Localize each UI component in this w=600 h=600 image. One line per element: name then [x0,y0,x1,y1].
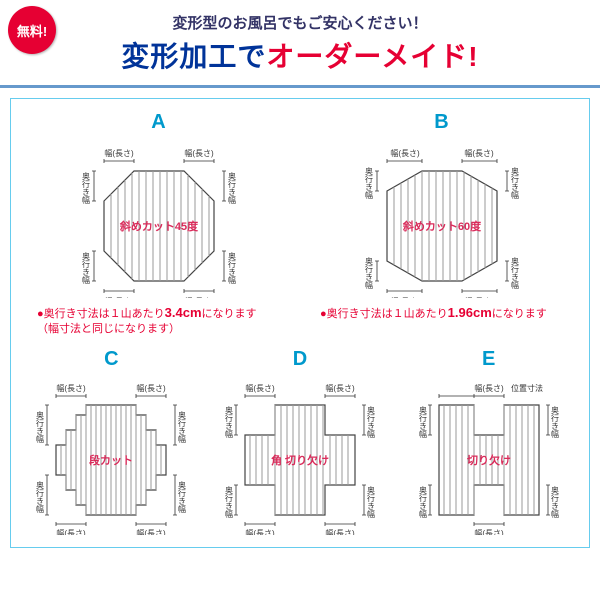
svg-text:奥行き幅: 奥行き幅 [510,256,519,290]
svg-text:位置寸法: 位置寸法 [511,383,543,393]
label-E: 切り欠け [467,453,511,467]
svg-text:奥行き幅: 奥行き幅 [510,166,519,200]
note-right: ●奥行き寸法は１山あたり1.96cmになります [300,304,583,338]
svg-text:奥行き幅: 奥行き幅 [364,256,373,290]
free-badge: 無料! [8,6,56,54]
cell-E: E 切り欠け [394,348,583,535]
note-left: ●奥行き寸法は１山あたり3.4cmになります （幅寸法と同じになります） [17,304,300,338]
title-part-2: オーダーメイド! [266,41,478,72]
svg-text:幅(長さ): 幅(長さ) [137,383,167,393]
label-D: 角 切り欠け [271,453,329,467]
note-row: ●奥行き寸法は１山あたり3.4cmになります （幅寸法と同じになります） ●奥行… [17,304,583,338]
svg-text:幅(長さ): 幅(長さ) [325,383,355,393]
label-A: 斜めカット45度 [118,219,198,233]
svg-text:幅(長さ): 幅(長さ) [390,296,420,298]
diagram-E: 切り欠け 幅(長さ) 位置寸法 幅(長さ) 奥行き幅 奥行き幅 [399,375,579,535]
content-frame: A 斜めカット45度 [10,98,590,548]
svg-text:奥行き幅: 奥行き幅 [550,405,559,439]
svg-text:幅(長さ): 幅(長さ) [184,148,214,158]
letter-B: B [300,111,583,134]
svg-text:幅(長さ): 幅(長さ) [474,383,504,393]
svg-text:幅(長さ): 幅(長さ) [57,383,87,393]
svg-text:幅(長さ): 幅(長さ) [390,148,420,158]
svg-text:幅(長さ): 幅(長さ) [245,528,275,535]
letter-C: C [17,348,206,371]
svg-text:奥行き幅: 奥行き幅 [418,485,427,519]
svg-text:幅(長さ): 幅(長さ) [245,383,275,393]
svg-text:奥行き幅: 奥行き幅 [225,405,234,439]
letter-A: A [17,111,300,134]
svg-text:奥行き幅: 奥行き幅 [178,480,187,514]
svg-text:奥行き幅: 奥行き幅 [367,485,376,519]
svg-text:幅(長さ): 幅(長さ) [137,528,167,535]
cell-C: C [17,348,206,535]
label-C: 段カット [89,453,133,467]
cell-B: B 斜めカット60度 [300,111,583,298]
label-B: 斜めカット60度 [401,219,481,233]
svg-text:奥行き幅: 奥行き幅 [364,166,373,200]
row-2: C [17,348,583,535]
svg-text:幅(長さ): 幅(長さ) [464,296,494,298]
svg-text:奥行き幅: 奥行き幅 [550,485,559,519]
cell-D: D 角 切り欠け [206,348,395,535]
svg-text:幅(長さ): 幅(長さ) [474,528,504,535]
svg-text:奥行き幅: 奥行き幅 [36,410,45,444]
diagram-C: 段カット 幅(長さ) 幅(長さ) 幅(長さ) 幅(長さ) [21,375,201,535]
svg-text:奥行き幅: 奥行き幅 [227,171,236,205]
letter-D: D [206,348,395,371]
svg-text:奥行き幅: 奥行き幅 [227,251,236,285]
cell-A: A 斜めカット45度 [17,111,300,298]
svg-text:幅(長さ): 幅(長さ) [184,296,214,298]
svg-text:奥行き幅: 奥行き幅 [178,410,187,444]
svg-text:幅(長さ): 幅(長さ) [104,296,134,298]
svg-text:奥行き幅: 奥行き幅 [367,405,376,439]
title: 変形加工でオーダーメイド! [12,35,588,75]
header: 無料! 変形型のお風呂でもご安心ください！ 変形加工でオーダーメイド! [0,0,600,88]
diagram-A: 斜めカット45度 幅(長さ) 幅(長さ) 幅(長さ) [49,138,269,298]
svg-text:幅(長さ): 幅(長さ) [325,528,355,535]
svg-text:幅(長さ): 幅(長さ) [464,148,494,158]
svg-text:幅(長さ): 幅(長さ) [104,148,134,158]
subtitle: 変形型のお風呂でもご安心ください！ [12,12,588,33]
svg-text:奥行き幅: 奥行き幅 [81,171,90,205]
row-1: A 斜めカット45度 [17,111,583,298]
svg-text:奥行き幅: 奥行き幅 [36,480,45,514]
svg-text:奥行き幅: 奥行き幅 [225,485,234,519]
svg-text:奥行き幅: 奥行き幅 [81,251,90,285]
diagram-D: 角 切り欠け 幅(長さ) 幅(長さ) 幅(長さ) 幅(長さ) [210,375,390,535]
letter-E: E [394,348,583,371]
svg-text:幅(長さ): 幅(長さ) [57,528,87,535]
diagram-B: 斜めカット60度 幅(長さ) 幅(長さ) 幅(長さ) 幅(長さ) [332,138,552,298]
svg-text:奥行き幅: 奥行き幅 [418,405,427,439]
title-part-1: 変形加工で [121,41,266,72]
